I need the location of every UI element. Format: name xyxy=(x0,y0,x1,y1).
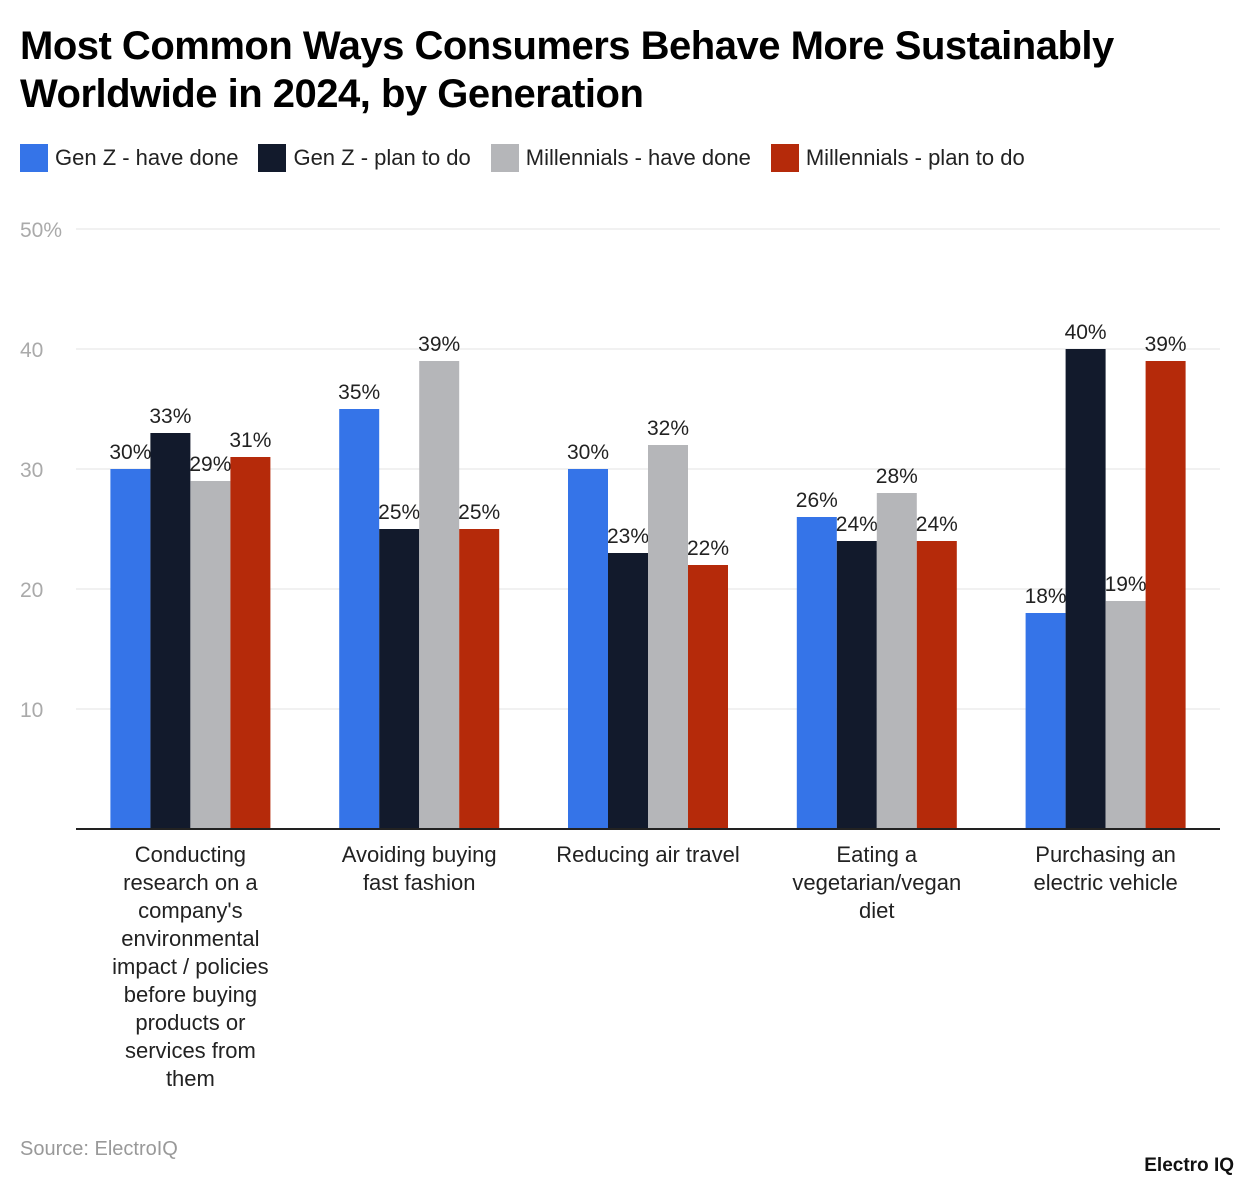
data-label: 32% xyxy=(647,417,689,440)
data-label: 23% xyxy=(607,525,649,548)
data-label: 29% xyxy=(189,453,231,476)
bar xyxy=(1025,613,1066,829)
bar xyxy=(876,493,917,829)
data-label: 25% xyxy=(378,501,420,524)
data-label: 26% xyxy=(796,489,838,512)
data-label: 40% xyxy=(1065,321,1107,344)
bar xyxy=(230,457,271,829)
bar xyxy=(110,469,151,829)
data-label: 19% xyxy=(1105,573,1147,596)
legend-label: Millennials - plan to do xyxy=(805,145,1025,170)
legend-label: Millennials - have done xyxy=(525,145,751,170)
bar xyxy=(568,469,608,829)
legend-item: Millennials - plan to do xyxy=(770,144,1025,172)
legend-item: Gen Z - have done xyxy=(20,144,238,172)
bar xyxy=(150,433,191,829)
legend-label: Gen Z - have done xyxy=(55,145,239,170)
data-label: 30% xyxy=(109,441,151,464)
data-label: 31% xyxy=(229,429,271,452)
x-tick-label: environmental xyxy=(121,926,259,951)
bar xyxy=(1105,601,1146,829)
data-label: 24% xyxy=(836,513,878,536)
x-tick-label: Conducting xyxy=(135,842,246,867)
legend-item: Millennials - have done xyxy=(490,144,751,172)
data-label: 24% xyxy=(916,513,958,536)
x-tick-label: electric vehicle xyxy=(1033,870,1177,895)
x-tick-label: company's xyxy=(138,898,242,923)
data-label: 25% xyxy=(458,501,500,524)
bar xyxy=(836,541,877,829)
x-tick-label: vegetarian/vegan xyxy=(792,870,961,895)
bar xyxy=(339,409,380,829)
data-label: 39% xyxy=(1145,333,1187,356)
bar xyxy=(190,481,231,829)
legend-label: Gen Z - plan to do xyxy=(293,145,471,170)
y-tick-label: 50% xyxy=(20,219,62,242)
x-tick-label: Avoiding buying xyxy=(342,842,497,867)
data-label: 33% xyxy=(149,405,191,428)
legend-swatch xyxy=(490,144,519,172)
x-tick-label: research on a xyxy=(123,870,258,895)
y-tick-label: 30 xyxy=(20,459,43,482)
bar xyxy=(1065,349,1106,829)
bar xyxy=(459,529,500,829)
x-tick-label: impact / policies xyxy=(112,954,269,979)
y-tick-label: 10 xyxy=(20,699,43,722)
bar xyxy=(419,361,460,829)
data-label: 35% xyxy=(338,381,380,404)
x-tick-label: services from xyxy=(125,1038,256,1063)
x-tick-label: products or xyxy=(135,1010,245,1035)
source-note: Source: ElectroIQ xyxy=(20,1138,178,1160)
data-label: 28% xyxy=(876,465,918,488)
x-tick-label: diet xyxy=(859,898,894,923)
data-label: 39% xyxy=(418,333,460,356)
brand-logo: Electro IQ xyxy=(1144,1155,1234,1176)
legend-swatch xyxy=(258,144,287,172)
data-label: 22% xyxy=(687,537,729,560)
legend-item: Gen Z - plan to do xyxy=(258,144,471,172)
x-tick-label: them xyxy=(166,1066,215,1091)
legend: Gen Z - have done Gen Z - plan to do Mille… xyxy=(20,144,1045,172)
bar xyxy=(608,553,648,829)
bar xyxy=(796,517,837,829)
y-tick-label: 20 xyxy=(20,579,43,602)
x-tick-label: Eating a xyxy=(836,842,917,867)
x-tick-label: Purchasing an xyxy=(1035,842,1176,867)
legend-swatch xyxy=(20,144,48,172)
bar xyxy=(379,529,420,829)
x-tick-label: fast fashion xyxy=(363,870,476,895)
chart-title: Most Common Ways Consumers Behave More S… xyxy=(20,24,1114,116)
bar xyxy=(916,541,957,829)
bar xyxy=(648,445,688,829)
bar xyxy=(688,565,728,829)
x-tick-label: before buying xyxy=(124,982,257,1007)
legend-swatch xyxy=(770,144,799,172)
x-tick-label: Reducing air travel xyxy=(556,842,739,867)
bar xyxy=(1145,361,1186,829)
data-label: 30% xyxy=(567,441,609,464)
data-label: 18% xyxy=(1025,585,1067,608)
y-tick-label: 40 xyxy=(20,339,43,362)
